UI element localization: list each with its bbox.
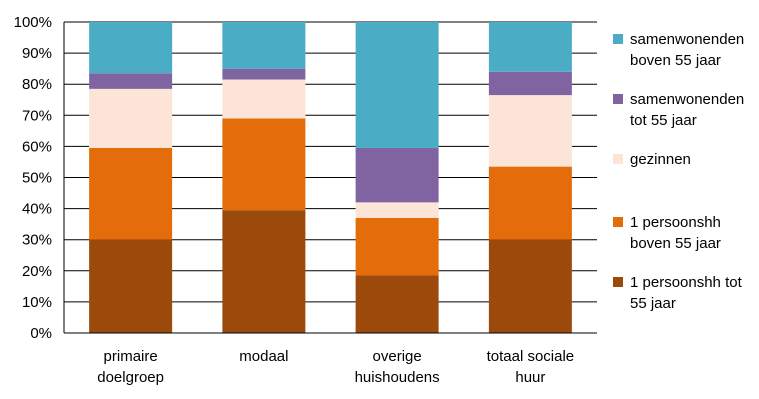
bar-segment — [222, 118, 306, 211]
legend-label: 1 persoonshh tot 55 jaar — [630, 274, 743, 312]
bar-segment — [488, 166, 572, 240]
y-tick-label: 50% — [22, 170, 52, 187]
legend-swatch — [613, 34, 623, 44]
axes — [63, 22, 597, 334]
bar-segment — [222, 210, 306, 333]
bar-segment — [89, 88, 173, 148]
legend-swatch — [613, 277, 623, 287]
y-tick-label: 80% — [22, 76, 52, 93]
y-tick-label: 30% — [22, 232, 52, 249]
bar-segment — [488, 239, 572, 333]
bar-segment — [89, 73, 173, 89]
y-tick-label: 60% — [22, 138, 52, 155]
x-category-label: overige huishoudens — [355, 348, 440, 386]
x-category-label: modaal — [239, 348, 288, 365]
y-tick-label: 10% — [22, 294, 52, 311]
bars — [89, 22, 572, 333]
bar-segment — [89, 239, 173, 333]
legend-label: 1 persoonshh boven 55 jaar — [630, 214, 721, 252]
bar-segment — [222, 79, 306, 119]
y-tick-labels: 0% 10% 20% 30% 40% 50% 60% 70% 80% 90% 100% — [14, 14, 52, 342]
legend-label: gezinnen — [630, 151, 691, 168]
legend-label: samenwonenden boven 55 jaar — [630, 31, 744, 69]
bar-segment — [222, 22, 306, 69]
bar-segment — [355, 275, 439, 333]
y-tick-label: 0% — [30, 325, 52, 342]
legend-swatch — [613, 94, 623, 104]
bar-segment — [89, 22, 173, 74]
x-category-label: primaire doelgroep — [97, 348, 164, 386]
bar-segment — [89, 147, 173, 240]
y-tick-label: 90% — [22, 45, 52, 62]
legend-label: samenwonenden tot 55 jaar — [630, 91, 744, 129]
y-tick-label: 70% — [22, 107, 52, 124]
bar-segment — [222, 68, 306, 80]
legend-swatch — [613, 217, 623, 227]
bar-segment — [488, 71, 572, 96]
bar-segment — [355, 147, 439, 203]
y-tick-label: 40% — [22, 201, 52, 218]
legend-swatch — [613, 154, 623, 164]
legend: samenwonenden boven 55 jaar samenwonenden t… — [613, 31, 744, 312]
y-tick-label: 20% — [22, 263, 52, 280]
y-tick-label: 100% — [14, 14, 52, 31]
bar-segment — [488, 95, 572, 167]
x-category-labels: primaire doelgroep modaal overige huishouden… — [97, 348, 574, 386]
bar-segment — [488, 22, 572, 72]
bar-segment — [355, 217, 439, 276]
x-category-label: totaal sociale huur — [487, 348, 575, 386]
bar-segment — [355, 22, 439, 148]
bar-segment — [355, 202, 439, 218]
